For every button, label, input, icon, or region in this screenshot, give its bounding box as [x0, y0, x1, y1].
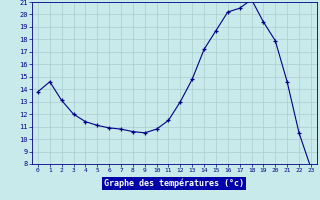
X-axis label: Graphe des températures (°c): Graphe des températures (°c) — [104, 179, 244, 188]
